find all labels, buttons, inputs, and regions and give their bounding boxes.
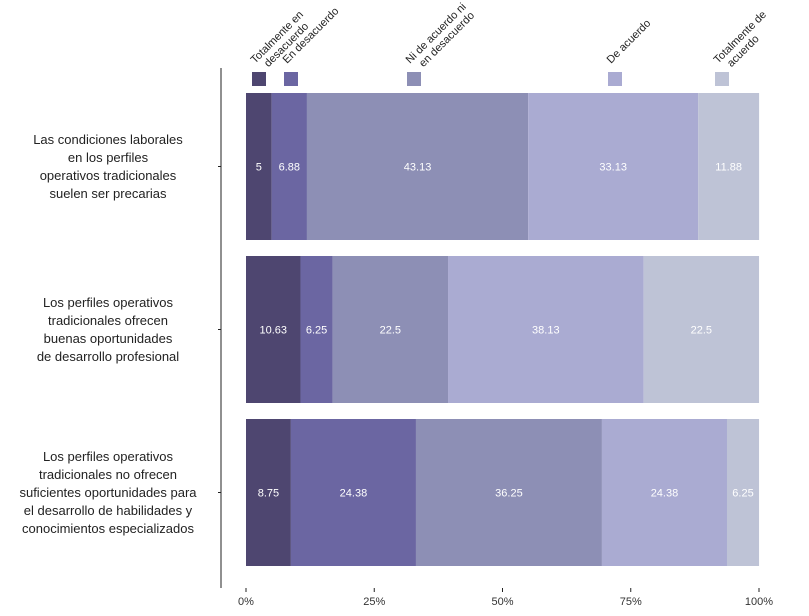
x-tick-label: 0% <box>238 596 254 608</box>
category-label-line: conocimientos especializados <box>22 520 194 536</box>
data-label: 36.25 <box>495 488 523 500</box>
category-label-line: Los perfiles operativos <box>42 448 174 464</box>
category-label: Los perfiles operativos tradicionales ofr… <box>0 294 216 366</box>
data-label: 6.25 <box>732 488 753 500</box>
bar-segment <box>601 419 727 566</box>
legend-label-line: De acuerdo <box>605 17 654 66</box>
category-label-line: de desarrollo profesional <box>36 348 180 364</box>
bar-segment <box>300 256 333 403</box>
legend-label: De acuerdo <box>605 17 654 66</box>
bar-segment <box>528 93 699 240</box>
category-label-line: buenas oportunidades <box>43 330 173 346</box>
data-label: 10.63 <box>260 325 288 337</box>
category-label-line: Las condiciones laborales <box>33 131 183 147</box>
category-label-line: tradicionales ofrecen <box>48 312 168 328</box>
category-label: Los perfiles operativos tradicionales no … <box>0 448 216 538</box>
legend-swatch <box>407 72 421 86</box>
category-label: Las condiciones laborales en los perfiles… <box>0 131 216 203</box>
data-label: 43.13 <box>404 162 432 174</box>
data-label: 5 <box>256 162 262 174</box>
data-label: 6.88 <box>279 162 300 174</box>
category-label-line: en los perfiles <box>67 149 149 165</box>
bar-segment <box>726 419 760 566</box>
bar-segment <box>246 419 291 566</box>
x-tick-label: 50% <box>491 596 513 608</box>
data-label: 38.13 <box>532 325 560 337</box>
bars: 5 6.88 43.13 33.13 11.88 10.63 6.25 22.5 38.13 22… <box>246 93 760 566</box>
data-label: 6.25 <box>306 325 327 337</box>
legend-swatch <box>715 72 729 86</box>
x-tick-label: 75% <box>620 596 642 608</box>
x-tick-label: 25% <box>363 596 385 608</box>
category-label-line: Los perfiles operativos <box>42 294 174 310</box>
category-label-line: suelen ser precarias <box>49 185 167 201</box>
data-label: 22.5 <box>380 325 401 337</box>
bar-segment <box>290 419 416 566</box>
bar-segment <box>332 256 449 403</box>
data-label: 24.38 <box>651 488 679 500</box>
category-label-line: tradicionales no ofrecen <box>38 466 178 482</box>
legend-swatch <box>284 72 298 86</box>
bar-segment <box>271 93 307 240</box>
legend-label: Ni de acuerdo nien desacuerdo <box>404 1 478 75</box>
category-label-line: suficientes oportunidades para <box>19 484 197 500</box>
bar-segment <box>448 256 644 403</box>
bar-segment <box>246 256 301 403</box>
bar-segment <box>415 419 602 566</box>
data-label: 24.38 <box>340 488 368 500</box>
bar-segment <box>698 93 760 240</box>
axes: 0% 25% 50% 75% 100% <box>218 68 773 608</box>
bar-segment <box>643 256 760 403</box>
bar-segment <box>306 93 529 240</box>
legend-swatch <box>252 72 266 86</box>
bar-segment <box>246 93 272 240</box>
x-tick-label: 100% <box>745 596 773 608</box>
data-label: 8.75 <box>258 488 279 500</box>
legend-label: Totalmente deacuerdo <box>712 9 778 75</box>
data-label: 11.88 <box>715 162 742 174</box>
data-label: 22.5 <box>691 325 712 337</box>
category-label-line: el desarrollo de habilidades y <box>23 502 193 518</box>
category-label-line: operativos tradicionales <box>39 167 177 183</box>
legend-swatch <box>608 72 622 86</box>
data-label: 33.13 <box>599 162 627 174</box>
